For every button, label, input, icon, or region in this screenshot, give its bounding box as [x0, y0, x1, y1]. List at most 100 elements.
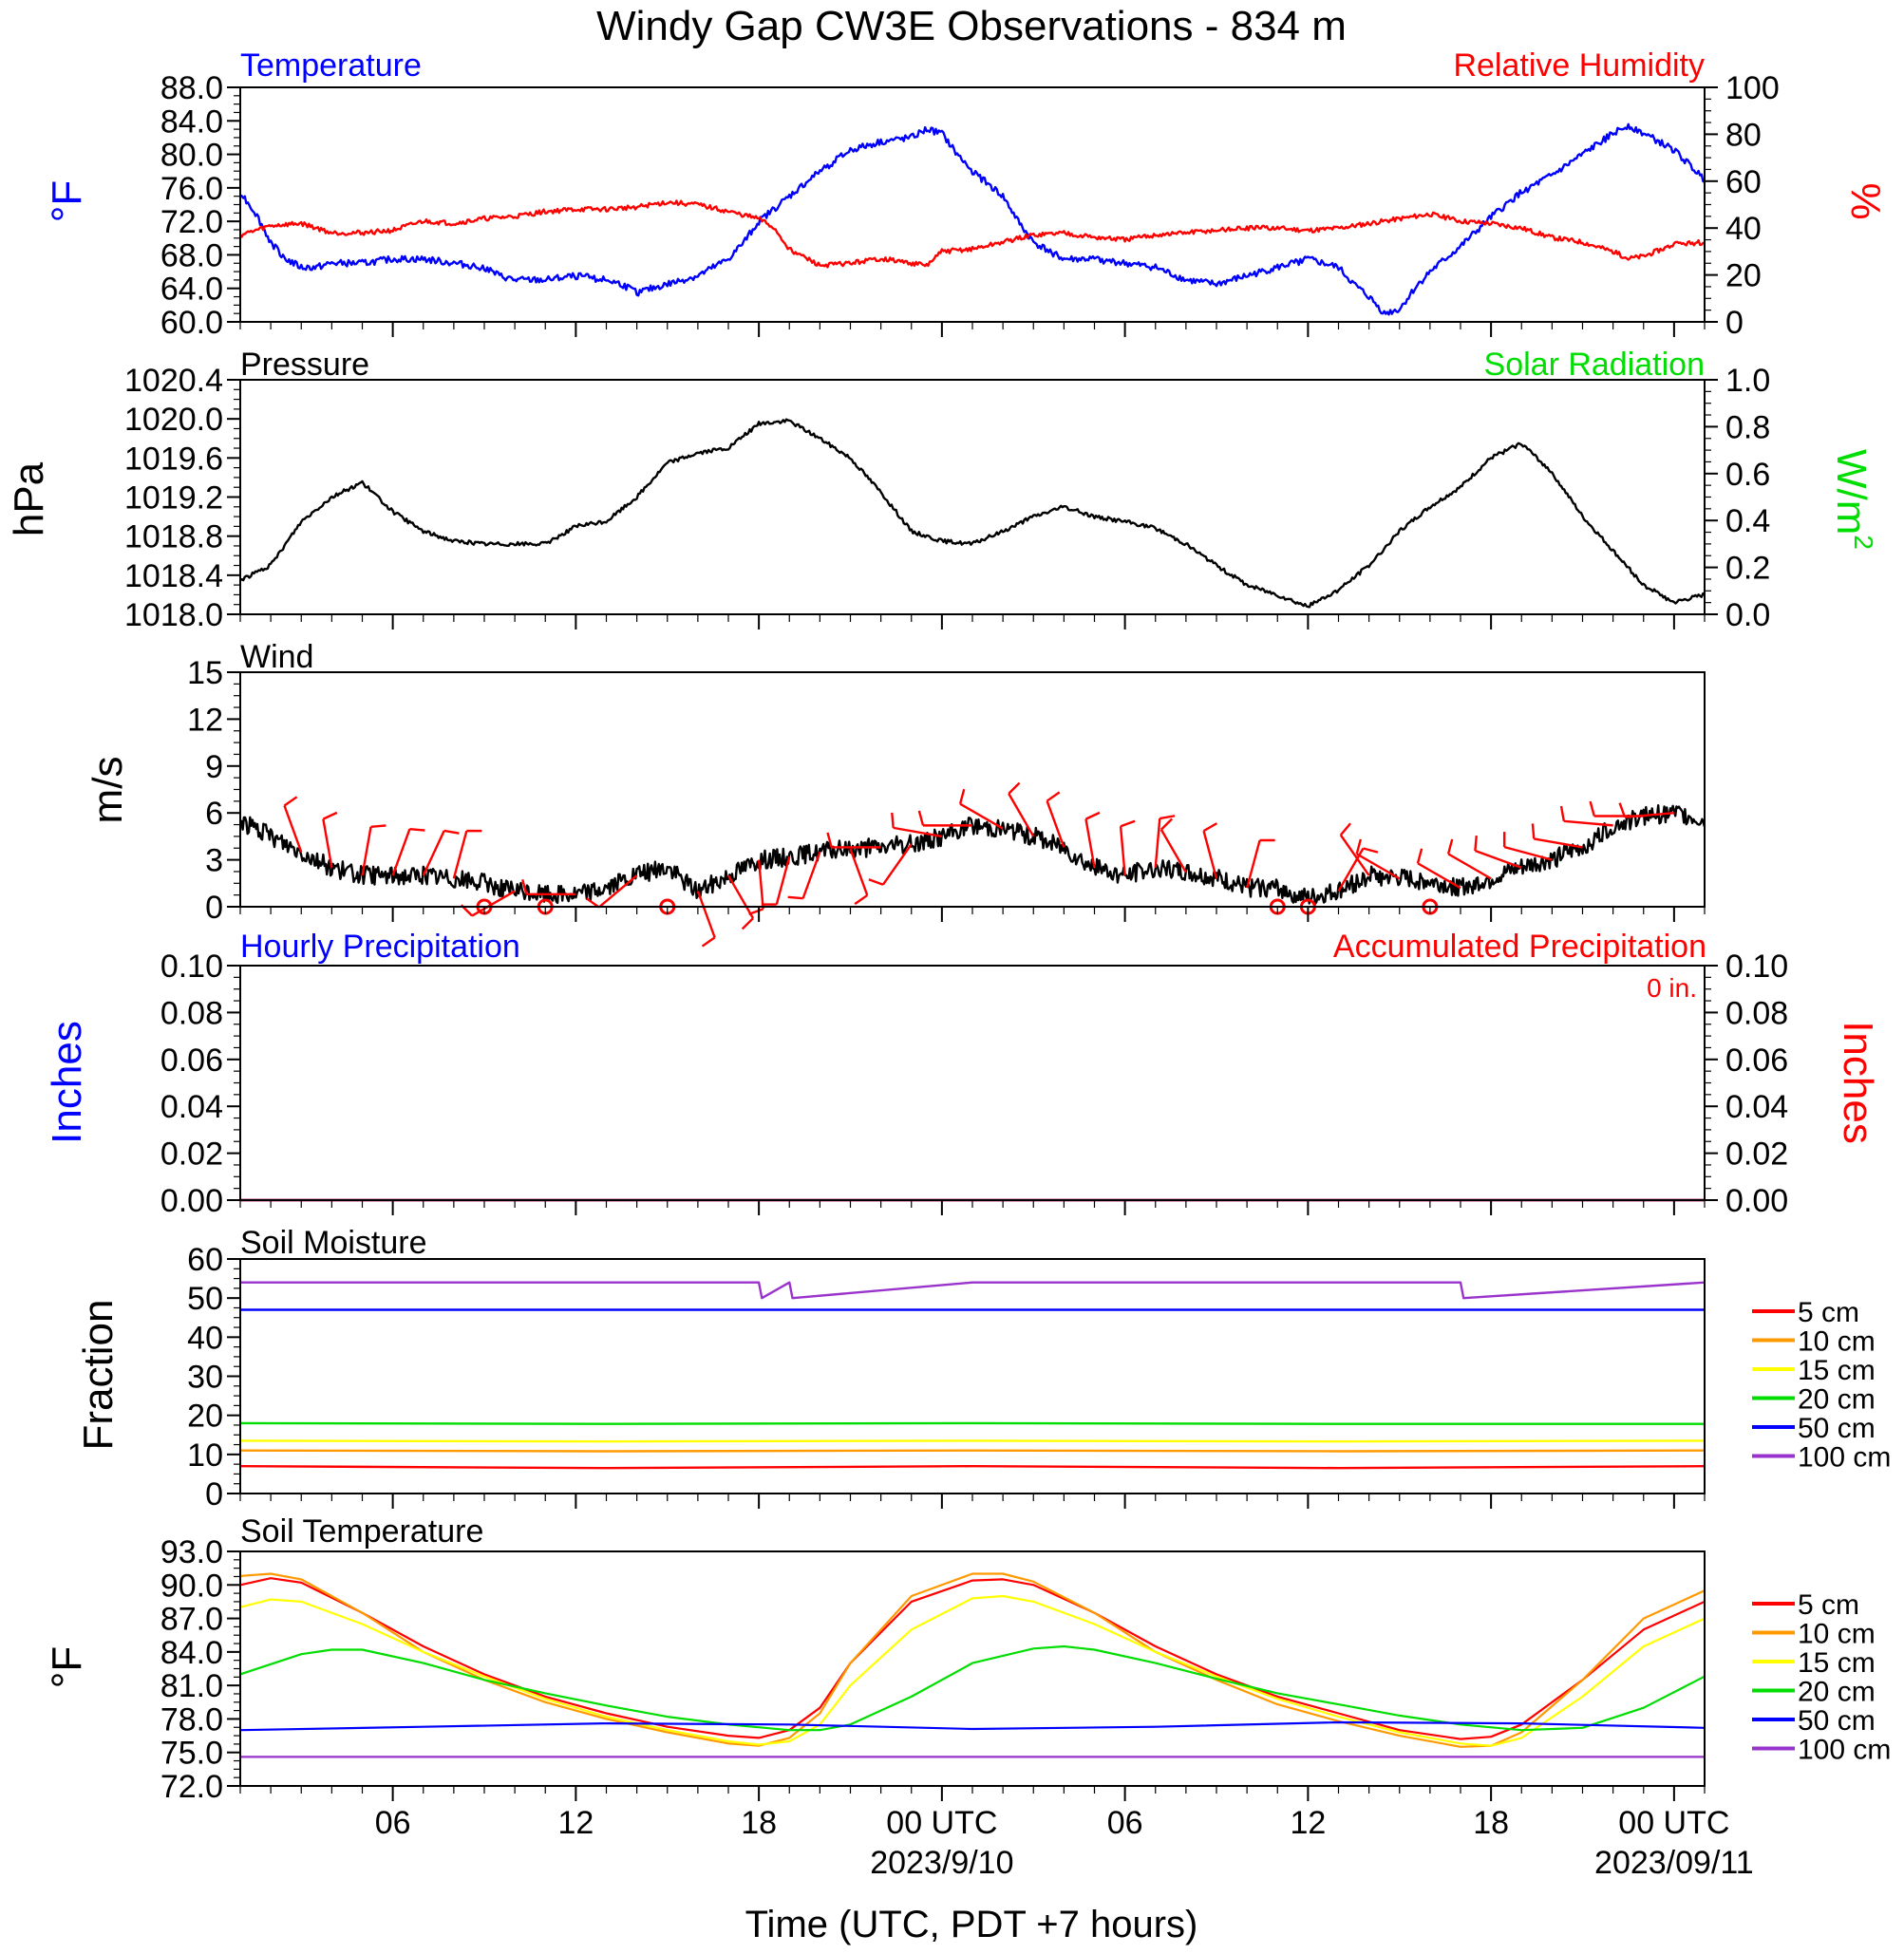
wind-barb — [881, 843, 913, 886]
pressure-plot — [239, 418, 1706, 609]
y-tick-label-left: 88.0 — [160, 70, 223, 106]
y-tick-label-left: 1019.6 — [124, 441, 223, 477]
wind-unit: m/s — [85, 757, 131, 824]
y-tick-label-left: 76.0 — [160, 171, 223, 207]
accum-precip-unit: Inches — [1835, 1021, 1881, 1144]
y-tick-label-left: 9 — [205, 749, 223, 785]
y-tick-label-left: 1020.0 — [124, 402, 223, 438]
y-tick-label-left: 84.0 — [160, 103, 223, 140]
y-tick-label-right: 0.04 — [1725, 1089, 1788, 1125]
series-15-cm — [239, 1594, 1706, 1747]
wind-barb — [1119, 826, 1126, 876]
panel-soil-temperature: Soil Temperature °F 72.075.078.081.084.0… — [44, 1513, 1891, 1805]
wind-barb — [1202, 830, 1218, 879]
rh-title: Relative Humidity — [1453, 47, 1705, 84]
precip-left-ticks: 0.00 0.02 0.04 0.06 0.08 0.10 — [160, 949, 240, 1219]
temp-title: Temperature — [240, 47, 422, 84]
y-tick-label-right: 100 — [1725, 70, 1780, 106]
y-tick-label-left: 0 — [205, 890, 223, 926]
wind-barb — [1624, 812, 1674, 818]
y-tick-label-right: 40 — [1725, 211, 1762, 247]
soil-moisture-unit: Fraction — [75, 1300, 122, 1451]
wind-barb-flag — [1202, 822, 1217, 833]
wind-barb — [1154, 817, 1161, 868]
temp-unit: °F — [44, 180, 90, 222]
pressure-unit: hPa — [6, 461, 52, 536]
wind-barb-flag — [409, 828, 425, 832]
solar-unit: W/m2 — [1828, 449, 1878, 550]
x-tick-label: 18 — [741, 1805, 777, 1841]
series-100-cm — [240, 1281, 1706, 1300]
wind-barb-flag — [1046, 791, 1061, 802]
wind-barb — [726, 874, 755, 919]
wind-barb-flag — [701, 936, 716, 948]
legend-label: 100 cm — [1798, 1442, 1891, 1474]
y-tick-label-left: 0.06 — [160, 1043, 223, 1079]
wind-barb — [893, 826, 943, 838]
legend-label: 15 cm — [1798, 1647, 1876, 1679]
series-10-cm — [239, 1449, 1706, 1453]
legend-label: 20 cm — [1798, 1677, 1876, 1708]
legend-label: 10 cm — [1798, 1619, 1876, 1650]
solar-unit-base: W/m — [1828, 449, 1875, 535]
y-tick-label-right: 0.2 — [1725, 551, 1770, 587]
y-tick-label-left: 10 — [187, 1437, 223, 1474]
wind-barb — [452, 830, 468, 879]
solar-unit-sup: 2 — [1849, 535, 1878, 550]
y-tick-label-left: 93.0 — [160, 1534, 223, 1570]
soil-moisture-plot — [239, 1281, 1706, 1470]
wind-barb-flag — [1160, 817, 1174, 831]
legend-label: 50 cm — [1798, 1413, 1876, 1444]
y-tick-label-left: 0.00 — [160, 1183, 223, 1219]
wind-plot — [239, 781, 1706, 948]
series-15-cm — [239, 1439, 1706, 1443]
panel-wind: Wind m/s 0 3 6 9 12 15 — [85, 639, 1706, 948]
y-tick-label-left: 80.0 — [160, 138, 223, 174]
y-tick-label-left: 64.0 — [160, 272, 223, 308]
y-tick-label-right: 0.4 — [1725, 503, 1770, 539]
solar-right-ticks: 0.0 0.2 0.4 0.6 0.8 1.0 — [1705, 363, 1770, 633]
legend-label: 50 cm — [1798, 1705, 1876, 1737]
panel-pressure: Pressure Solar Radiation hPa W/m2 1018.0… — [6, 347, 1878, 633]
y-tick-label-left: 1018.0 — [124, 597, 223, 633]
y-tick-label-left: 0.02 — [160, 1137, 223, 1173]
y-tick-label-left: 60.0 — [160, 305, 223, 341]
soil-temperature-plot — [239, 1572, 1706, 1758]
wind-barb-flag — [370, 824, 386, 829]
wind-barb-flag — [585, 897, 600, 909]
legend-label: 5 cm — [1798, 1297, 1859, 1328]
precip-annotation: 0 in. — [1647, 973, 1697, 1003]
wind-barb-flag — [1474, 836, 1478, 852]
wind-barb-flag — [787, 895, 803, 900]
legend-label: 15 cm — [1798, 1355, 1876, 1386]
y-tick-label-left: 84.0 — [160, 1635, 223, 1671]
wind-barb-flag — [1120, 819, 1136, 828]
wind-barb — [1245, 839, 1261, 889]
y-tick-label-left: 30 — [187, 1360, 223, 1396]
wind-barb — [959, 802, 1004, 830]
wind-barb — [598, 874, 638, 909]
x-tick-label: 00 UTC — [1618, 1805, 1729, 1841]
wind-barb-flag — [1355, 838, 1363, 855]
x-tick-label: 12 — [1290, 1805, 1326, 1841]
y-tick-label-left: 0.10 — [160, 949, 223, 985]
wind-barb-flag — [322, 811, 338, 820]
series-temperature — [239, 122, 1706, 316]
wind-barb — [1008, 793, 1035, 837]
wind-barb-flag — [891, 812, 895, 828]
y-tick-label-left: 75.0 — [160, 1736, 223, 1772]
y-tick-label-left: 68.0 — [160, 237, 223, 273]
wind-barb — [422, 830, 445, 876]
wind-barb — [1356, 853, 1401, 880]
wind-barb-flag — [826, 832, 833, 848]
series-5-cm — [239, 1464, 1706, 1470]
panel-temperature-humidity: Temperature Relative Humidity °F % 60.06… — [44, 47, 1889, 341]
wind-barb — [1503, 845, 1553, 861]
wind-barb — [757, 859, 764, 910]
wind-barb — [1474, 849, 1522, 869]
soil-temperature-ticks: 72.075.078.081.084.087.090.093.0 — [160, 1534, 240, 1805]
wind-barb — [849, 848, 869, 896]
